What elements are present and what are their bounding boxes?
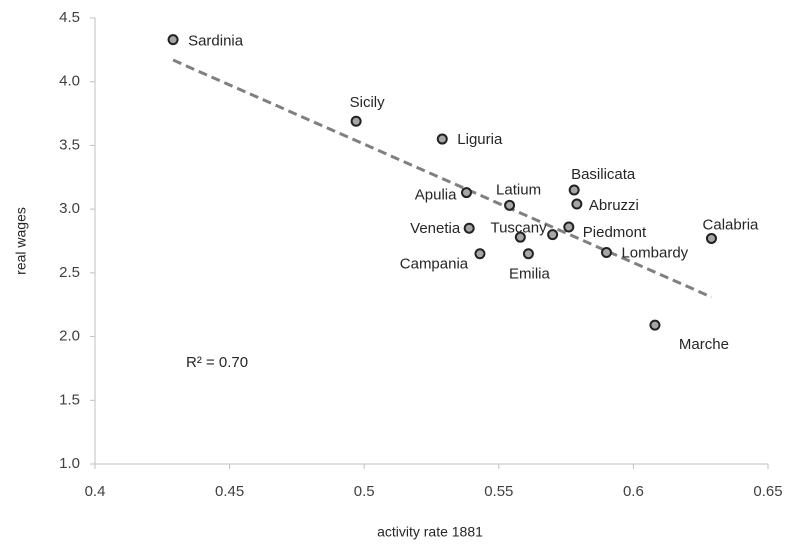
x-axis-title: activity rate 1881 [377, 524, 483, 540]
point [350, 115, 362, 127]
y-tick-label: 2.0 [59, 328, 80, 345]
point-label: Emilia [509, 266, 550, 283]
y-tick-label: 3.5 [59, 136, 80, 153]
point [167, 34, 179, 46]
point-label: Lombardy [621, 244, 688, 261]
x-tick-label: 0.5 [354, 483, 375, 500]
point [463, 222, 475, 234]
y-tick-label: 4.0 [59, 73, 80, 90]
x-tick-label: 0.6 [623, 483, 644, 500]
point [436, 133, 448, 145]
r-squared-annotation: R² = 0.70 [186, 354, 248, 371]
point [705, 232, 717, 244]
point-label: Basilicata [571, 166, 636, 183]
point [571, 198, 583, 210]
point [504, 199, 516, 211]
point-label: Tuscany [490, 220, 547, 237]
point-label: Apulia [415, 187, 457, 204]
point-label: Sardinia [188, 33, 244, 50]
point-label: Abruzzi [589, 197, 639, 214]
point [522, 248, 534, 260]
point-label: Latium [496, 181, 541, 198]
y-tick-label: 2.5 [59, 264, 80, 281]
point-label: Calabria [703, 216, 760, 233]
point [474, 248, 486, 260]
y-tick-label: 4.5 [59, 9, 80, 26]
y-tick-label: 1.0 [59, 455, 80, 472]
point-label: Marche [679, 336, 729, 353]
point [547, 229, 559, 241]
point [600, 246, 612, 258]
point [568, 184, 580, 196]
point-label: Liguria [457, 131, 503, 148]
trendline [172, 58, 713, 299]
x-tick-label: 0.55 [484, 483, 513, 500]
point-label: Sicily [350, 94, 386, 111]
point-label: Venetia [410, 220, 461, 237]
x-tick-label: 0.65 [753, 483, 782, 500]
point [460, 187, 472, 199]
point-label: Campania [400, 256, 469, 273]
point [649, 319, 661, 331]
y-tick-label: 1.5 [59, 391, 80, 408]
y-tick-label: 3.0 [59, 200, 80, 217]
point-label: Piedmont [583, 224, 647, 241]
point [514, 231, 526, 243]
x-tick-label: 0.4 [85, 483, 106, 500]
y-axis-title: real wages [13, 207, 29, 275]
x-tick-label: 0.45 [215, 483, 244, 500]
point [563, 221, 575, 233]
